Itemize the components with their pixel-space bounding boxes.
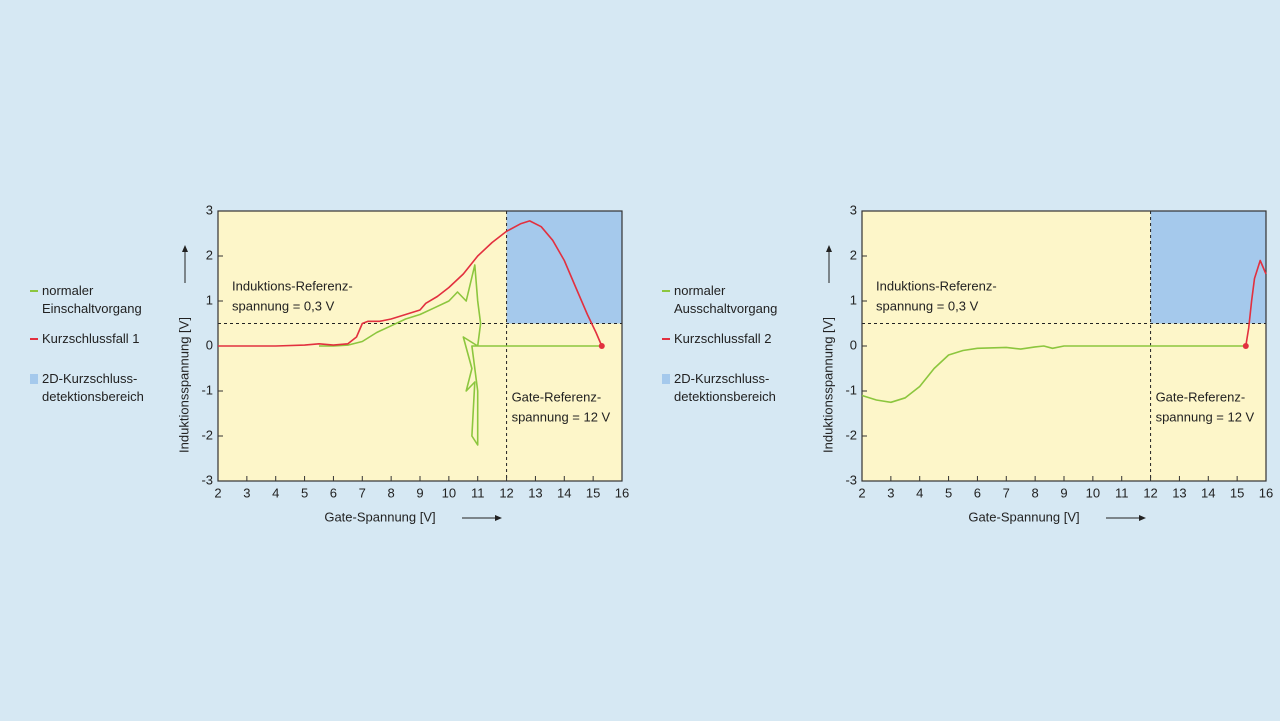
x-tick-label: 5 — [301, 485, 308, 500]
legend-label: Kurzschlussfall 1 — [42, 331, 140, 346]
x-tick-label: 7 — [1003, 485, 1010, 500]
y-tick-label: 2 — [206, 247, 213, 262]
x-tick-label: 16 — [615, 485, 629, 500]
y-tick-label: -2 — [845, 427, 857, 442]
x-tick-label: 6 — [974, 485, 981, 500]
x-tick-label: 15 — [1230, 485, 1244, 500]
x-arrow-head — [495, 515, 502, 521]
annotation: Gate-Referenz- — [1156, 389, 1246, 404]
annotation: Induktions-Referenz- — [876, 278, 997, 293]
x-tick-label: 2 — [214, 485, 221, 500]
legend-label: Kurzschlussfall 2 — [674, 331, 772, 346]
x-tick-label: 8 — [388, 485, 395, 500]
x-tick-label: 13 — [528, 485, 542, 500]
legend-region-label: 2D-Kurzschluss-detektionsbereich — [674, 371, 776, 404]
x-tick-label: 14 — [1201, 485, 1215, 500]
annotation: spannung = 12 V — [512, 409, 611, 424]
x-tick-label: 11 — [1115, 485, 1129, 500]
x-tick-label: 4 — [272, 485, 279, 500]
legend-region-label: 2D-Kurzschluss-detektionsbereich — [42, 371, 144, 404]
x-tick-label: 4 — [916, 485, 923, 500]
detection-region — [506, 211, 622, 324]
x-tick-label: 10 — [1086, 485, 1100, 500]
series-marker — [1242, 343, 1249, 349]
x-tick-label: 15 — [586, 485, 600, 500]
y-tick-label: -1 — [201, 382, 213, 397]
y-tick-label: -1 — [845, 382, 857, 397]
legend-label: normaler Einschaltvorgang — [42, 283, 142, 316]
x-tick-label: 9 — [416, 485, 423, 500]
legend-region-swatch — [662, 374, 670, 384]
x-tick-label: 14 — [557, 485, 571, 500]
y-tick-label: 3 — [850, 202, 857, 217]
y-tick-label: 0 — [206, 337, 213, 352]
x-tick-label: 3 — [887, 485, 894, 500]
series-line — [218, 220, 603, 347]
y-arrow-head — [826, 245, 832, 252]
y-tick-label: 1 — [850, 292, 857, 307]
x-tick-label: 10 — [442, 485, 456, 500]
x-tick-label: 5 — [945, 485, 952, 500]
y-axis-label: Induktionsspannung [V] — [176, 317, 191, 453]
x-tick-label: 9 — [1060, 485, 1067, 500]
annotation: spannung = 0,3 V — [232, 298, 335, 313]
x-tick-label: 6 — [330, 485, 337, 500]
x-tick-label: 3 — [243, 485, 250, 500]
series-line — [861, 345, 1246, 404]
annotation: Gate-Referenz- — [512, 389, 602, 404]
x-tick-label: 11 — [471, 485, 485, 500]
x-arrow-head — [1139, 515, 1146, 521]
series-line — [1245, 259, 1267, 347]
x-axis-label: Gate-Spannung [V] — [968, 509, 1079, 524]
y-tick-label: -3 — [201, 472, 213, 487]
x-tick-label: 7 — [359, 485, 366, 500]
x-tick-label: 12 — [1143, 485, 1157, 500]
y-tick-label: 1 — [206, 292, 213, 307]
x-tick-label: 8 — [1032, 485, 1039, 500]
detection-region — [1150, 211, 1266, 324]
series-line — [319, 264, 602, 446]
x-tick-label: 16 — [1259, 485, 1273, 500]
x-tick-label: 2 — [858, 485, 865, 500]
annotation: spannung = 0,3 V — [876, 298, 979, 313]
annotation: spannung = 12 V — [1156, 409, 1255, 424]
y-tick-label: 3 — [206, 202, 213, 217]
series-marker — [598, 343, 605, 349]
y-tick-label: 0 — [850, 337, 857, 352]
y-tick-label: -2 — [201, 427, 213, 442]
y-arrow-head — [182, 245, 188, 252]
y-tick-label: -3 — [845, 472, 857, 487]
legend-label: normaler Ausschaltvorgang — [674, 283, 778, 316]
x-axis-label: Gate-Spannung [V] — [324, 509, 435, 524]
y-tick-label: 2 — [850, 247, 857, 262]
annotation: Induktions-Referenz- — [232, 278, 353, 293]
legend-region-swatch — [30, 374, 38, 384]
x-tick-label: 12 — [499, 485, 513, 500]
x-tick-label: 13 — [1172, 485, 1186, 500]
y-axis-label: Induktionsspannung [V] — [820, 317, 835, 453]
